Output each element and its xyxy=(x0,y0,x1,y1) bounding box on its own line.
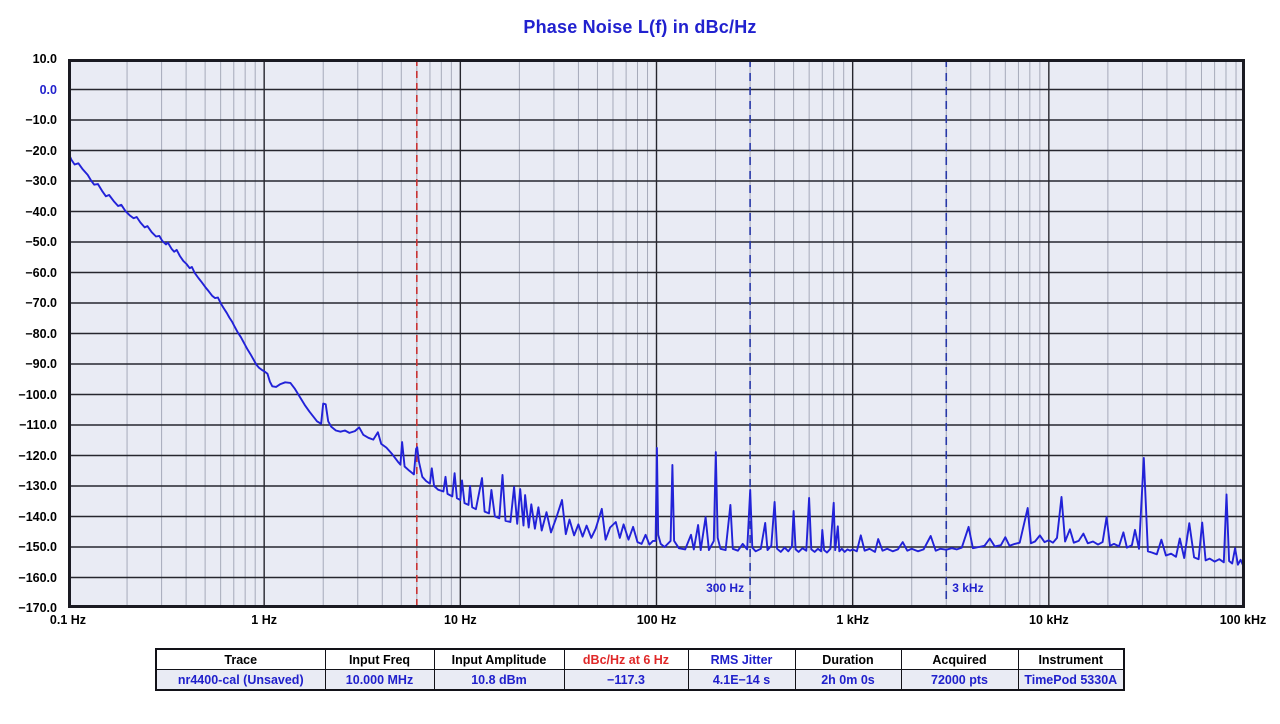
y-axis-tick-label: −140.0 xyxy=(18,509,57,524)
table-data-cell: TimePod 5330A xyxy=(1017,669,1125,691)
table-data-cell: 10.8 dBm xyxy=(433,669,565,691)
table-header-cell: Duration xyxy=(794,648,902,670)
y-axis-tick-label: −80.0 xyxy=(25,326,57,341)
summary-table-header-row: Trace Input Freq Input Amplitude dBc/Hz at … xyxy=(155,648,1125,670)
y-axis-tick-label: −50.0 xyxy=(25,235,57,249)
phase-noise-plot xyxy=(68,59,1245,608)
y-axis-tick-label: −110.0 xyxy=(19,418,57,432)
chart-title: Phase Noise L(f) in dBc/Hz xyxy=(523,17,757,37)
x-axis-tick-label: 1 kHz xyxy=(836,613,869,627)
marker-label-300hz: 300 Hz xyxy=(706,581,745,595)
y-axis-tick-label: −130.0 xyxy=(18,479,57,493)
table-data-cell: 10.000 MHz xyxy=(324,669,435,691)
table-header-cell: RMS Jitter xyxy=(687,648,796,670)
x-axis-tick-label: 1 Hz xyxy=(251,613,278,627)
table-data-cell: 2h 0m 0s xyxy=(794,669,902,691)
y-axis-tick-label: 10.0 xyxy=(32,52,57,66)
y-axis-tick-label: −150.0 xyxy=(18,540,57,554)
x-axis-tick-label: 100 kHz xyxy=(1219,613,1267,627)
y-axis-tick-label: 0.0 xyxy=(39,82,57,97)
y-axis-tick-label: −20.0 xyxy=(25,143,57,158)
table-data-cell: 4.1E−14 s xyxy=(687,669,796,691)
x-axis-tick-label: 0.1 Hz xyxy=(49,613,87,627)
summary-table-data-row: nr4400-cal (Unsaved) 10.000 MHz 10.8 dBm −1… xyxy=(155,669,1125,691)
y-axis-tick-label: −170.0 xyxy=(18,601,57,615)
summary-table: Trace Input Freq Input Amplitude dBc/Hz at … xyxy=(155,648,1125,691)
y-axis-tick-label: −30.0 xyxy=(25,174,57,188)
table-header-cell: Instrument xyxy=(1017,648,1125,670)
table-data-cell: nr4400-cal (Unsaved) xyxy=(155,669,326,691)
table-header-cell: dBc/Hz at 6 Hz xyxy=(563,648,689,670)
y-axis-tick-label: −60.0 xyxy=(25,265,57,280)
y-axis-tick-label: −160.0 xyxy=(18,570,57,585)
table-header-cell: Input Freq xyxy=(324,648,435,670)
table-header-cell: Acquired xyxy=(900,648,1019,670)
plot-border xyxy=(68,59,1245,608)
table-data-cell: −117.3 xyxy=(563,669,689,691)
phase-noise-trace xyxy=(68,151,1245,567)
marker-label-3khz: 3 kHz xyxy=(952,581,984,595)
y-axis-tick-label: −10.0 xyxy=(25,113,57,127)
y-axis-tick-label: −40.0 xyxy=(25,204,57,219)
table-header-cell: Trace xyxy=(155,648,326,670)
table-header-cell: Input Amplitude xyxy=(433,648,565,670)
y-axis-tick-label: −70.0 xyxy=(25,296,57,310)
x-axis-tick-label: 10 kHz xyxy=(1029,613,1069,627)
y-axis-tick-label: −120.0 xyxy=(18,448,57,463)
x-axis-tick-label: 100 Hz xyxy=(636,613,677,627)
x-axis-tick-label: 10 Hz xyxy=(444,613,477,627)
y-axis-tick-label: −100.0 xyxy=(18,387,57,402)
table-data-cell: 72000 pts xyxy=(900,669,1019,691)
y-axis-tick-label: −90.0 xyxy=(25,357,57,371)
